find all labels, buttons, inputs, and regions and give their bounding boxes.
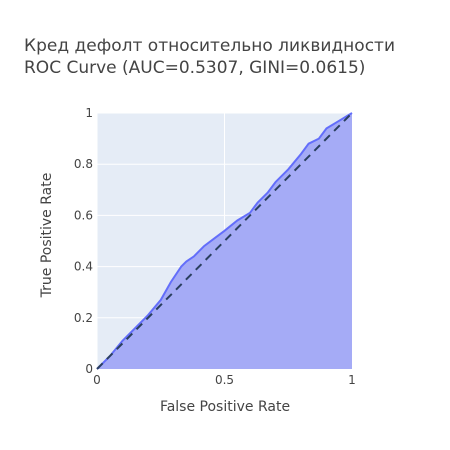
y-axis-title: True Positive Rate xyxy=(39,173,55,299)
x-axis-title: False Positive Rate xyxy=(160,399,290,415)
chart-title-line-1: Кред дефолт относительно ликвидности xyxy=(24,36,395,56)
y-tick-label: 0.6 xyxy=(74,208,93,222)
chart-title-line-2: ROC Curve (AUC=0.5307, GINI=0.0615) xyxy=(24,58,365,78)
tick-labels: 0 0.5 1 0 0.2 0.4 0.6 0.8 1 xyxy=(74,106,356,387)
x-tick-label: 0 xyxy=(93,373,101,387)
y-tick-label: 0.8 xyxy=(74,157,93,171)
random-classifier-diagonal xyxy=(96,112,353,370)
x-tick-label: 1 xyxy=(348,373,356,387)
y-tick-label: 1 xyxy=(85,106,93,120)
series-layer xyxy=(96,112,353,370)
roc-curve-line xyxy=(96,112,353,370)
x-tick-label: 0.5 xyxy=(215,373,234,387)
y-tick-label: 0.2 xyxy=(74,311,93,325)
y-tick-label: 0 xyxy=(85,362,93,376)
y-tick-label: 0.4 xyxy=(74,260,93,274)
